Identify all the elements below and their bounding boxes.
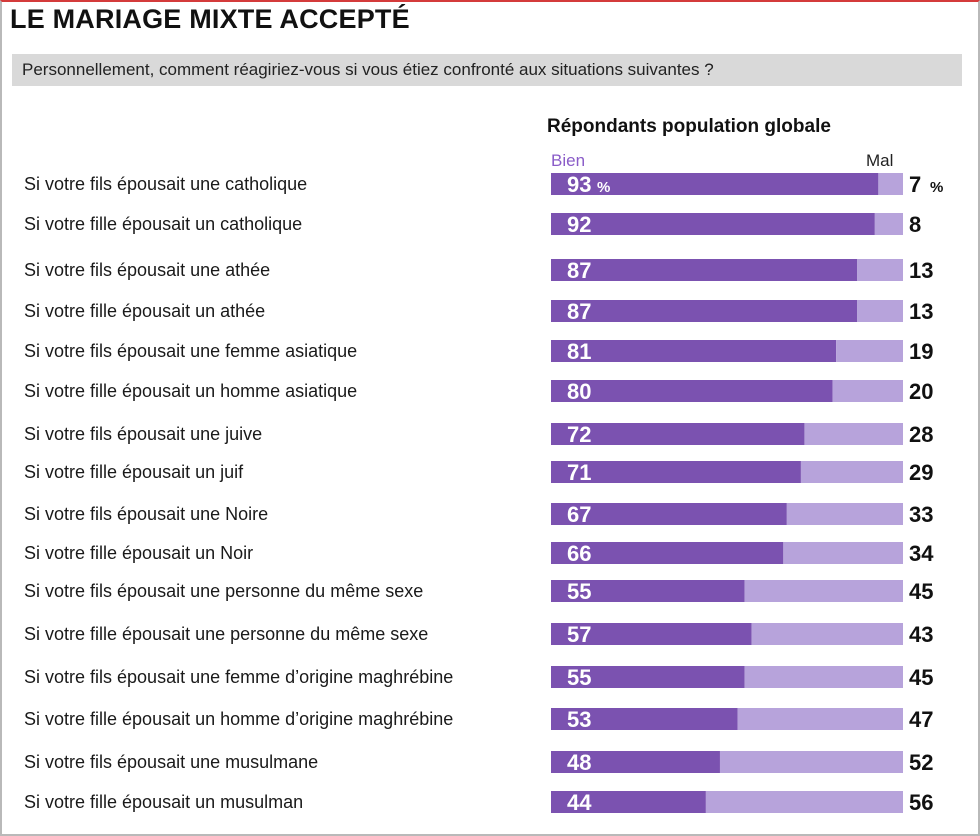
unit-label-mal: % xyxy=(930,179,943,196)
row-label: Si votre fille épousait un catholique xyxy=(24,214,302,234)
bar-bien xyxy=(551,791,706,813)
column-header: Répondants population globale xyxy=(547,116,831,137)
row-label: Si votre fille épousait un musulman xyxy=(24,792,303,812)
bar-mal xyxy=(832,380,903,402)
bar-mal xyxy=(786,503,903,525)
bar-bien xyxy=(551,751,720,773)
bar-bien xyxy=(551,300,858,322)
value-label-bien: 81 xyxy=(567,339,591,364)
value-label-mal: 7 xyxy=(909,172,921,197)
row-label: Si votre fils épousait une athée xyxy=(24,260,270,280)
bar-mal xyxy=(719,751,903,773)
value-label-mal: 28 xyxy=(909,422,933,447)
bar-bien xyxy=(551,340,837,362)
value-label-bien: 72 xyxy=(567,422,591,447)
bar-mal xyxy=(737,708,903,730)
value-label-mal: 34 xyxy=(909,541,934,566)
value-label-bien: 87 xyxy=(567,299,591,324)
value-label-bien: 87 xyxy=(567,258,591,283)
row-label: Si votre fille épousait un juif xyxy=(24,462,244,482)
bar-bien xyxy=(551,708,738,730)
bar-bien xyxy=(551,623,752,645)
bar-mal xyxy=(836,340,903,362)
bar-mal xyxy=(878,173,903,195)
value-label-bien: 55 xyxy=(567,665,591,690)
bar-bien xyxy=(551,666,745,688)
row-label: Si votre fille épousait un homme asiatiq… xyxy=(24,381,357,401)
value-label-mal: 47 xyxy=(909,707,933,732)
value-label-bien: 44 xyxy=(567,790,592,815)
row-label: Si votre fille épousait un Noir xyxy=(24,543,253,563)
value-label-mal: 20 xyxy=(909,379,933,404)
bar-bien xyxy=(551,213,875,235)
value-label-mal: 13 xyxy=(909,299,933,324)
bar-mal xyxy=(800,461,903,483)
chart-title: LE MARIAGE MIXTE ACCEPTÉ xyxy=(10,4,410,34)
row-label: Si votre fils épousait une personne du m… xyxy=(24,581,423,601)
value-label-bien: 55 xyxy=(567,579,591,604)
bar-bien xyxy=(551,173,879,195)
bar-bien xyxy=(551,423,805,445)
value-label-bien: 80 xyxy=(567,379,591,404)
bar-mal xyxy=(744,580,903,602)
row-label: Si votre fils épousait une femme asiatiq… xyxy=(24,341,357,361)
value-label-bien: 66 xyxy=(567,541,591,566)
row-label: Si votre fils épousait une femme d’origi… xyxy=(24,667,453,687)
bar-mal xyxy=(783,542,903,564)
value-label-mal: 13 xyxy=(909,258,933,283)
value-label-mal: 8 xyxy=(909,212,921,237)
value-label-bien: 67 xyxy=(567,502,591,527)
value-label-mal: 52 xyxy=(909,750,933,775)
value-label-bien: 92 xyxy=(567,212,591,237)
value-label-mal: 43 xyxy=(909,622,933,647)
value-label-mal: 45 xyxy=(909,665,933,690)
bar-mal xyxy=(744,666,903,688)
row-label: Si votre fille épousait une personne du … xyxy=(24,624,428,644)
row-label: Si votre fille épousait un homme d’origi… xyxy=(24,709,453,729)
row-label: Si votre fils épousait une Noire xyxy=(24,504,268,524)
bar-mal xyxy=(705,791,903,813)
bar-bien xyxy=(551,380,833,402)
value-label-bien: 53 xyxy=(567,707,591,732)
bar-mal xyxy=(751,623,903,645)
bar-bien xyxy=(551,259,858,281)
bar-mal xyxy=(857,259,903,281)
unit-label-bien: % xyxy=(597,179,610,196)
bar-bien xyxy=(551,580,745,602)
value-label-mal: 33 xyxy=(909,502,933,527)
legend-bien: Bien xyxy=(551,151,586,170)
value-label-mal: 29 xyxy=(909,460,933,485)
bar-bien xyxy=(551,542,784,564)
row-label: Si votre fille épousait un athée xyxy=(24,301,265,321)
value-label-mal: 45 xyxy=(909,579,933,604)
row-label: Si votre fils épousait une musulmane xyxy=(24,752,318,772)
survey-question: Personnellement, comment réagiriez-vous … xyxy=(12,54,962,86)
row-label: Si votre fils épousait une catholique xyxy=(24,174,307,194)
value-label-bien: 93 xyxy=(567,172,591,197)
value-label-bien: 48 xyxy=(567,750,591,775)
value-label-mal: 19 xyxy=(909,339,933,364)
row-label: Si votre fils épousait une juive xyxy=(24,424,262,444)
bar-mal xyxy=(804,423,903,445)
bar-bien xyxy=(551,461,801,483)
bar-mal xyxy=(874,213,903,235)
value-label-bien: 71 xyxy=(567,460,591,485)
legend-mal: Mal xyxy=(866,151,894,170)
bar-mal xyxy=(857,300,903,322)
bar-bien xyxy=(551,503,787,525)
value-label-mal: 56 xyxy=(909,790,933,815)
value-label-bien: 57 xyxy=(567,622,591,647)
